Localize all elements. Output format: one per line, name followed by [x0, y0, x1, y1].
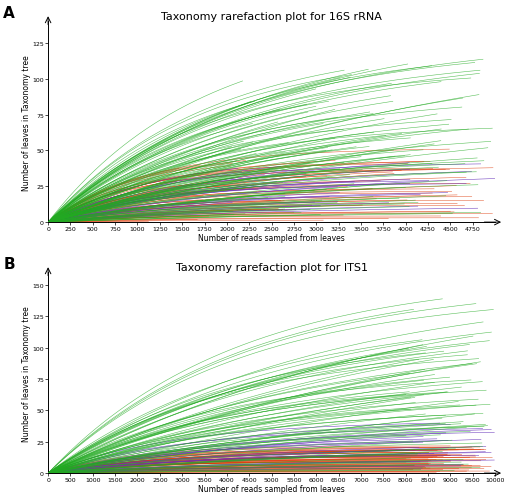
Title: Taxonomy rarefaction plot for 16S rRNA: Taxonomy rarefaction plot for 16S rRNA: [161, 12, 382, 22]
Y-axis label: Number of leaves in Taxonomy tree: Number of leaves in Taxonomy tree: [22, 305, 31, 441]
Y-axis label: Number of leaves in Taxonomy tree: Number of leaves in Taxonomy tree: [22, 55, 31, 190]
X-axis label: Number of reads sampled from leaves: Number of reads sampled from leaves: [198, 483, 345, 492]
Text: B: B: [4, 257, 15, 272]
X-axis label: Number of reads sampled from leaves: Number of reads sampled from leaves: [198, 233, 345, 242]
Text: A: A: [4, 7, 15, 21]
Title: Taxonomy rarefaction plot for ITS1: Taxonomy rarefaction plot for ITS1: [175, 262, 367, 272]
